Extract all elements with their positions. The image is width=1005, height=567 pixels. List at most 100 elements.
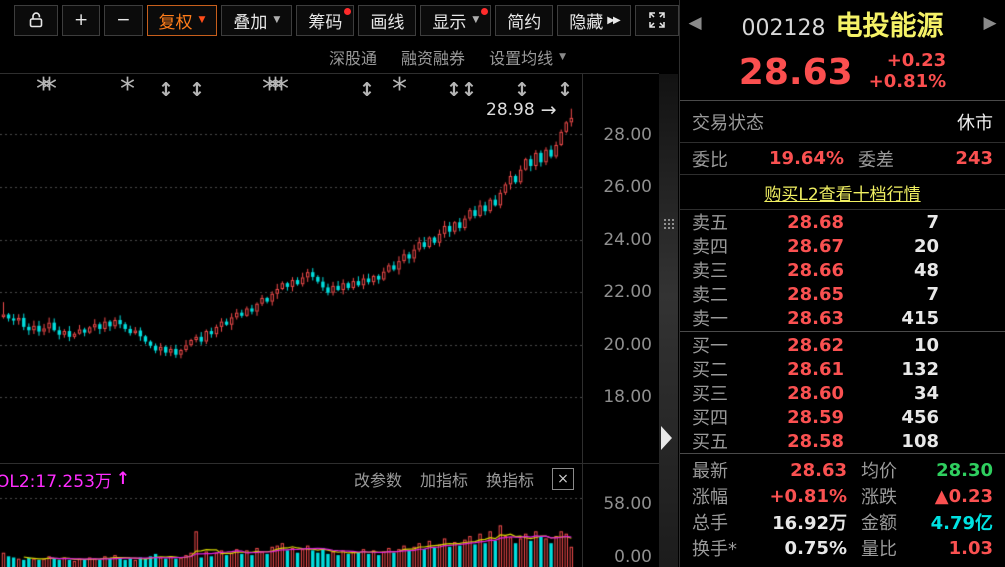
close-indicator-button[interactable]: ×	[552, 468, 574, 490]
price-change-percent: +0.81%	[868, 71, 947, 92]
volume-chart[interactable]	[0, 497, 582, 567]
pane-divider	[0, 463, 659, 464]
zoom-in-label: +	[74, 10, 89, 30]
stats-grid: 最新 28.63 均价 28.30 涨幅 +0.81% 涨跌 ▲0.23 总手 16.92万 金额 4…	[680, 453, 1005, 561]
zoom-out-button[interactable]: −	[104, 4, 143, 36]
adjust-price-label: 复权	[158, 12, 193, 33]
trading-status-row: 交易状态 休市	[680, 101, 1005, 143]
annotation-value: 28.98	[486, 100, 535, 120]
panel-resize-strip[interactable]	[659, 74, 678, 567]
axis-tick-label: 22.00	[603, 282, 652, 302]
weicha-label: 委差	[858, 149, 894, 171]
bid-row[interactable]: 买一 28.62 10	[680, 333, 1005, 358]
subtoolbar-link[interactable]: 设置均线 ▼	[489, 49, 566, 68]
indicator-up-arrow-icon: ↑	[115, 469, 131, 489]
double-chevron-right-icon: ▶▶	[607, 14, 620, 26]
stat-value: +0.81%	[769, 485, 847, 507]
axis-tick-label: 24.00	[603, 230, 652, 250]
bid-quantity: 456	[901, 406, 939, 428]
quote-header: ◀ 002128 电投能源 ▶ 28.63 +0.23 +0.81%	[680, 0, 1005, 101]
bid-row[interactable]: 买三 28.60 34	[680, 381, 1005, 406]
trading-status-value: 休市	[957, 112, 993, 134]
ask-price: 28.67	[787, 235, 844, 257]
ask-price: 28.63	[787, 307, 844, 329]
bid-quantity: 10	[913, 334, 939, 356]
hide-button[interactable]: 隐藏 ▶▶	[557, 4, 631, 36]
dividend-marker-icon: ↕	[359, 79, 375, 101]
last-price: 28.63	[738, 51, 853, 93]
collapse-arrow-icon[interactable]	[661, 426, 672, 450]
lock-button[interactable]	[14, 4, 58, 36]
bid-price: 28.61	[787, 358, 844, 380]
bid-row[interactable]: 买四 28.59 456	[680, 405, 1005, 430]
ask-quantity: 415	[901, 307, 939, 329]
bid-row[interactable]: 买五 28.58 108	[680, 429, 1005, 454]
axis-divider	[582, 74, 583, 567]
overlay-button[interactable]: 叠加 ▼	[221, 4, 293, 36]
ask-quantity: 48	[913, 259, 939, 281]
stat-value: ▲0.23	[934, 485, 993, 507]
subtoolbar-link[interactable]: 深股通	[329, 49, 378, 68]
bid-quantity: 132	[901, 358, 939, 380]
stat-label: 金额	[861, 513, 897, 534]
stat-label: 总手	[692, 513, 728, 534]
axis-tick-label: 20.00	[603, 335, 652, 355]
orderbook-divider	[680, 331, 1005, 332]
indicator-button[interactable]: 改参数	[353, 471, 402, 490]
weibi-value: 19.64%	[769, 148, 844, 169]
stat-label: 涨跌	[861, 487, 897, 508]
bid-quantity: 108	[901, 430, 939, 452]
next-stock-button[interactable]: ▶	[983, 13, 997, 33]
ask-row[interactable]: 卖四 28.67 20	[680, 234, 1005, 259]
price-annotation: 28.98 →	[486, 99, 557, 121]
simple-mode-button[interactable]: 简约	[495, 4, 554, 36]
fullscreen-button[interactable]	[634, 4, 679, 36]
stock-name: 电投能源	[835, 10, 944, 42]
commission-ratio-row: 委比 19.64% 委差 243	[680, 143, 1005, 175]
zoom-out-label: −	[116, 10, 131, 30]
display-button[interactable]: 显示 ▼	[420, 4, 492, 36]
ask-row[interactable]: 卖一 28.63 415	[680, 306, 1005, 331]
buy-l2-link[interactable]: 购买L2查看十档行情	[764, 184, 921, 205]
bid-level-label: 买四	[692, 408, 728, 429]
indicator-buttons: 改参数 加指标 换指标	[354, 467, 552, 491]
ask-row[interactable]: 卖五 28.68 7	[680, 210, 1005, 235]
chip-distribution-button[interactable]: 筹码	[296, 4, 355, 36]
chart-subtoolbar: 深股通 融资融券 设置均线 ▼	[0, 42, 566, 72]
ask-quantity: 20	[913, 235, 939, 257]
stat-label: 均价	[861, 461, 897, 482]
axis-tick-label: 58.00	[603, 494, 652, 514]
prev-stock-button[interactable]: ◀	[688, 13, 702, 33]
stat-row: 最新 28.63 均价 28.30	[680, 457, 1005, 483]
candlestick-chart[interactable]	[0, 74, 582, 463]
bid-level-label: 买五	[692, 432, 728, 453]
bid-row[interactable]: 买二 28.61 132	[680, 357, 1005, 382]
bid-level-label: 买二	[692, 360, 728, 381]
draw-line-button[interactable]: 画线	[358, 4, 417, 36]
stat-value: 0.75%	[784, 537, 847, 559]
bid-price: 28.58	[787, 430, 844, 452]
dividend-marker-icon: ↕	[446, 79, 462, 101]
draw-line-label: 画线	[370, 12, 405, 33]
bid-price: 28.60	[787, 382, 844, 404]
ask-row[interactable]: 卖二 28.65 7	[680, 282, 1005, 307]
panel-divider	[679, 0, 680, 567]
stat-label: 最新	[692, 461, 728, 482]
stat-label: 量比	[861, 539, 897, 560]
axis-tick-label: 0.00	[614, 547, 652, 567]
dividend-marker-icon: ↕	[461, 79, 477, 101]
drag-grip-icon[interactable]	[663, 218, 674, 231]
bid-quantity: 34	[913, 382, 939, 404]
ask-level-label: 卖二	[692, 285, 728, 306]
toolbar-divider	[0, 73, 659, 74]
display-label: 显示	[432, 12, 467, 33]
ask-row[interactable]: 卖三 28.66 48	[680, 258, 1005, 283]
bid-level-label: 买一	[692, 336, 728, 357]
adjust-price-button[interactable]: 复权 ▼	[146, 4, 218, 36]
weicha-value: 243	[955, 148, 993, 169]
dividend-marker-icon: ↕	[189, 79, 205, 101]
indicator-button[interactable]: 加指标	[419, 471, 468, 490]
indicator-button[interactable]: 换指标	[485, 471, 534, 490]
zoom-in-button[interactable]: +	[62, 4, 101, 36]
subtoolbar-link[interactable]: 融资融券	[401, 49, 466, 68]
